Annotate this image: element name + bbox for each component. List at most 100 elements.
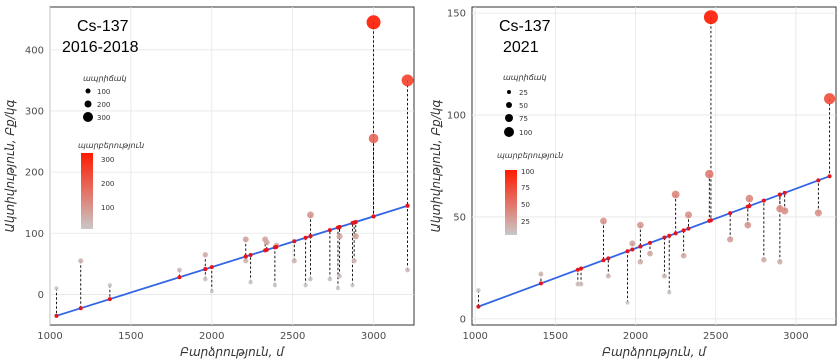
color-legend-label-2d: 25 [521,218,530,226]
data-point-5 [605,273,611,279]
fitted-point-23 [777,192,782,197]
data-point-11 [263,239,270,246]
color-legend-title-2: պարբերություն [497,151,563,160]
size-legend-dot-1c [83,112,93,122]
color-legend-label-1b: 200 [101,180,114,188]
data-point-17 [308,276,313,282]
color-bar-2 [505,170,517,235]
fitted-point-7 [630,247,635,252]
data-point-11 [661,273,667,279]
size-legend-dot-1b [84,100,92,108]
x-tick-label-0: 1000 [37,331,62,342]
data-point-22 [350,283,355,288]
data-point-4 [600,217,607,225]
size-legend-2: ապրիճակ 25 50 75 100 [503,73,547,137]
fitted-point-6 [625,249,630,254]
data-point-15 [684,211,693,219]
x-tick-label-0: 1000 [462,331,487,342]
x-axis-title-1: Բարձրություն, մ [180,345,285,359]
fitted-point-12 [667,233,672,238]
fitted-point-5 [203,267,208,272]
data-point-18 [727,236,734,243]
fitted-point-17 [308,234,313,239]
fitted-point-11 [264,247,269,252]
points-2 [476,10,836,309]
size-legend-title-2: ապրիճակ [503,73,547,82]
size-legend-label-2d: 100 [519,129,532,137]
fitted-point-15 [686,226,691,231]
data-point-13 [671,190,680,199]
data-point-8 [243,258,249,264]
data-point-9 [637,259,644,265]
fitted-point-1 [78,306,83,311]
size-legend-1: ապրիճակ 100 200 300 [83,74,127,122]
y-tick-label-2: 100 [447,111,466,122]
y-tick-labels-2: 0 50 100 150 [447,9,466,326]
fitted-point-13 [274,244,279,249]
y-tick-label-4: 400 [25,45,44,56]
color-legend-label-1c: 100 [101,204,114,212]
fitted-point-20 [747,203,752,208]
fitted-point-26 [371,214,376,219]
chart-subtitle-2: 2021 [503,39,539,56]
data-point-26 [824,93,836,105]
data-point-16 [705,169,714,179]
color-legend-2: պարբերություն 100 75 50 25 [497,151,563,235]
data-point-10 [647,250,653,257]
fitted-point-3 [579,266,584,271]
data-point-3 [177,267,182,273]
data-point-17 [703,10,718,25]
plot-area-1 [49,6,415,326]
size-legend-dot-2b [506,102,512,108]
fitted-point-2 [107,297,112,302]
x-tick-label-2: 2000 [623,331,648,342]
x-tick-label-3: 2500 [280,331,305,342]
y-tick-label-3: 300 [25,106,44,117]
x-tick-label-1: 1500 [543,331,568,342]
fitted-point-0 [476,304,481,309]
data-point-24 [781,207,789,215]
y-axis-title-1: Ակտիվություն, Բք/կգ [3,100,17,233]
fitted-point-14 [292,239,297,244]
y-tick-label-1: 100 [25,229,44,240]
chart-title-1: Cs-137 [77,18,129,35]
fitted-point-10 [647,240,652,245]
data-point-8 [637,221,644,229]
color-bar-1 [81,153,93,229]
x-tick-label-2: 2000 [199,331,224,342]
x-tick-label-4: 3000 [783,331,808,342]
data-point-26 [366,15,381,30]
y-tick-label-1: 50 [453,212,466,223]
data-point-21 [336,233,343,240]
y-axis-title-2: Ակտիվություն, Բք/կգ [429,100,443,233]
data-point-6 [209,289,214,294]
y-tick-label-3: 150 [447,9,466,20]
data-point-0 [54,286,59,291]
data-point-19 [335,286,341,291]
fitted-point-1 [538,281,543,286]
data-point-19 [744,221,752,229]
plot-area-2 [471,6,837,326]
fitted-point-17 [708,218,713,223]
trend-line [478,175,830,308]
fitted-point-5 [606,256,611,261]
size-legend-label-1a: 100 [97,88,110,96]
data-point-2 [575,281,581,287]
fitted-point-26 [827,174,832,179]
fitted-point-14 [681,228,686,233]
x-tick-labels-2: 1000 1500 2000 2500 3000 [462,331,808,342]
fitted-point-15 [303,235,308,240]
x-tick-label-3: 2500 [703,331,728,342]
data-point-0 [476,288,481,293]
size-legend-label-1c: 300 [97,114,110,122]
chart-panel-2: 0 50 100 150 1000 1500 2000 2500 3000 Cs-137 20… [429,6,837,359]
fitted-point-8 [243,254,248,259]
fitted-point-21 [761,198,766,203]
size-legend-dot-2a [507,90,511,94]
trend-line-1 [56,204,408,317]
size-legend-title-1: ապրիճակ [83,74,127,83]
x-tick-label-1: 1500 [118,331,143,342]
data-point-5 [203,276,208,282]
x-tick-labels-1: 1000 1500 2000 2500 3000 [37,331,386,342]
fitted-point-25 [816,178,821,183]
